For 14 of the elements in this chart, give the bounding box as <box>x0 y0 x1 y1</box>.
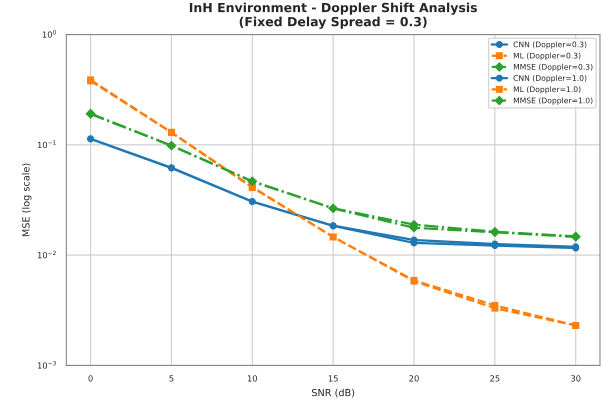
chart-title: InH Environment - Doppler Shift Analysis (Fixed Delay Spread = 0.3) <box>190 2 477 29</box>
x-tick-label: 20 <box>409 375 419 382</box>
y-axis-title: MSE (log scale) <box>22 164 32 236</box>
x-tick-label: 0 <box>88 375 93 382</box>
y-tick-label: 10$^{−2}$ <box>38 250 56 258</box>
x-tick-label: 30 <box>571 375 580 382</box>
y-tick-label: 10$^{−3}$ <box>38 360 56 369</box>
y-tick-label: 10$^{0}$ <box>42 30 56 38</box>
x-tick-label: 15 <box>328 375 338 382</box>
y-tick-label: 10$^{−1}$ <box>38 140 56 148</box>
x-tick-label: 5 <box>169 375 174 382</box>
x-axis-title: SNR (dB) <box>312 388 354 398</box>
x-tick-label: 10 <box>248 375 258 382</box>
x-tick-label: 25 <box>490 375 500 382</box>
